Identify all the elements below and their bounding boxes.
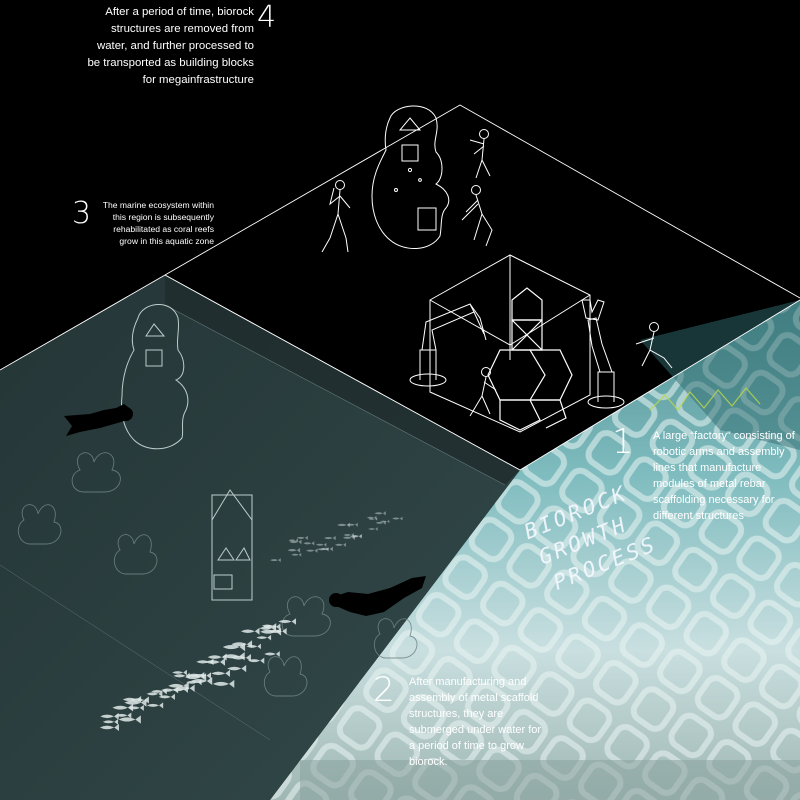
fish-icon <box>185 673 207 682</box>
fish-icon <box>246 643 261 650</box>
fish-icon <box>100 712 119 720</box>
robot-arm-icon <box>409 299 625 409</box>
step-2-number: 2 <box>373 670 395 710</box>
fish-icon <box>288 538 298 543</box>
fish-icon <box>213 679 235 688</box>
sea-photo-panel <box>270 300 800 800</box>
fish-icon <box>231 640 253 649</box>
fish-icon <box>289 539 302 545</box>
step-1-number: 1 <box>612 422 634 462</box>
step-4-text: After a period of time, biorock structur… <box>87 6 254 86</box>
fish-icon <box>227 664 247 673</box>
fish-icon <box>263 623 281 630</box>
fish-icon <box>259 625 277 632</box>
fish-school-icon <box>99 511 403 732</box>
fish-icon <box>296 535 308 540</box>
factory-frame <box>429 254 591 433</box>
fish-icon <box>130 696 149 704</box>
fish-icon <box>222 652 245 661</box>
step-3-number: 3 <box>72 196 92 231</box>
fish-icon <box>337 522 350 528</box>
fish-icon <box>146 702 164 709</box>
fish-icon <box>102 718 119 725</box>
fish-icon <box>315 542 327 547</box>
fish-icon <box>303 541 315 546</box>
fish-icon <box>168 681 189 690</box>
fish-icon <box>248 657 265 664</box>
fish-icon <box>374 511 386 516</box>
fish-icon <box>190 677 213 686</box>
fish-icon <box>368 517 378 521</box>
worker-icon <box>469 322 673 417</box>
fish-icon <box>343 533 354 537</box>
fish-icon <box>158 693 175 700</box>
fish-icon <box>278 618 297 625</box>
fish-icon <box>160 686 179 694</box>
fish-icon <box>351 534 363 539</box>
fish-icon <box>349 534 362 539</box>
scaffold-module-icon <box>487 287 573 431</box>
biorock-block-icon <box>371 105 450 249</box>
fish-icon <box>118 715 141 724</box>
fish-icon <box>128 704 144 711</box>
fish-icon <box>380 519 390 524</box>
fish-icon <box>392 516 403 521</box>
fish-icon <box>207 653 227 661</box>
fish-icon <box>366 515 377 520</box>
fish-icon <box>222 642 246 652</box>
fish-icon <box>268 627 287 635</box>
fish-icon <box>146 690 163 697</box>
fish-icon <box>334 542 346 547</box>
fish-icon <box>342 535 355 540</box>
fish-icon <box>320 546 333 552</box>
fish-icon <box>205 658 226 666</box>
fish-icon <box>211 669 231 677</box>
fish-icon <box>187 672 205 679</box>
fish-icon <box>115 712 132 719</box>
fish-icon <box>186 679 202 686</box>
fish-icon <box>287 547 301 553</box>
fish-icon <box>124 698 147 707</box>
fish-icon <box>256 634 272 641</box>
platform-outlines <box>0 104 800 471</box>
step-1-text: A large “factory” consisting of robotic … <box>653 430 795 522</box>
fish-icon <box>291 552 302 557</box>
fish-icon <box>172 669 187 676</box>
worker-icon <box>321 129 493 253</box>
fish-icon <box>240 627 260 635</box>
fish-icon <box>173 672 190 679</box>
fish-icon <box>230 653 251 662</box>
fish-icon <box>264 651 280 657</box>
step-4-number: 4 <box>257 0 277 35</box>
diver-icon <box>64 404 426 616</box>
fish-icon <box>375 520 386 525</box>
fish-icon <box>270 558 281 563</box>
step-2-text: After manufacturing and assembly of meta… <box>409 676 542 768</box>
step-3-text: The marine ecosystem within this region … <box>102 200 214 246</box>
fish-icon <box>99 723 119 732</box>
fish-icon <box>151 688 167 695</box>
fish-icon <box>368 527 378 531</box>
fish-icon <box>317 547 329 552</box>
fish-icon <box>324 535 336 541</box>
biorock-block-icon <box>121 304 253 601</box>
fish-icon <box>261 623 277 629</box>
fish-icon <box>175 684 195 692</box>
fish-icon <box>196 658 214 666</box>
fish-icon <box>112 703 134 712</box>
fish-icon <box>306 548 318 553</box>
fish-icon <box>347 522 358 527</box>
